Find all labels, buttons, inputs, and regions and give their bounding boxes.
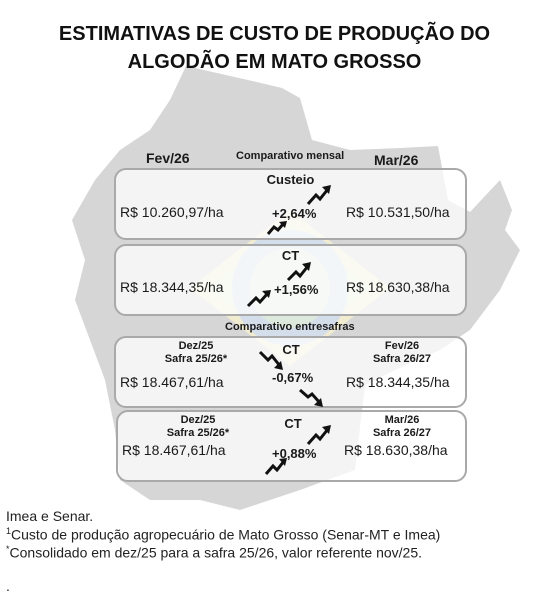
card1-left-harvest: Safra 25/26* — [164, 353, 228, 365]
card2-left-harvest: Safra 25/26* — [166, 427, 230, 439]
trend-up-icon — [306, 425, 331, 445]
card2-left-value: R$ 18.467,61/ha — [122, 442, 226, 458]
footer-note-1: 1Custo de produção agropecuário de Mato … — [6, 526, 441, 543]
trend-up-icon — [266, 221, 287, 235]
title-line-2: ALGODÃO EM MATO GROSSO — [127, 51, 422, 73]
card2-title: CT — [284, 416, 302, 431]
ct-monthly-title: CT — [281, 248, 300, 263]
card2-right-harvest: Safra 26/27 — [372, 427, 432, 439]
custeio-change: +2,64% — [272, 206, 317, 221]
monthly-left-period: Fev/26 — [146, 150, 190, 166]
card-interharvest-1: Dez/25 Safra 25/26* CT Fev/26 Safra 26/2… — [114, 336, 467, 408]
card1-right-value: R$ 18.344,35/ha — [346, 374, 450, 390]
ct-monthly-left-value: R$ 18.344,35/ha — [120, 279, 224, 295]
footer-dot: . — [6, 578, 10, 594]
custeio-title: Custeio — [266, 172, 315, 187]
trend-up-icon — [306, 185, 331, 205]
card1-left-period: Dez/25 — [178, 340, 214, 352]
page-title: ESTIMATIVAS DE CUSTO DE PRODUÇÃO DO ALGO… — [0, 20, 549, 76]
custeio-left-value: R$ 10.260,97/ha — [120, 204, 224, 220]
card1-right-period: Fev/26 — [384, 340, 420, 352]
card1-title: CT — [282, 342, 300, 357]
trend-down-icon — [299, 388, 323, 407]
title-line-1: ESTIMATIVAS DE CUSTO DE PRODUÇÃO DO — [58, 23, 491, 45]
monthly-right-period: Mar/26 — [374, 152, 419, 168]
trend-up-icon — [264, 458, 287, 475]
trend-up-icon — [246, 290, 271, 308]
trend-up-icon — [286, 262, 311, 282]
interharvest-section-label: Comparativo entresafras — [225, 321, 355, 333]
card-ct-monthly: CT R$ 18.344,35/ha +1,56% R$ 18.630,38/h… — [114, 244, 467, 316]
ct-monthly-change: +1,56% — [274, 282, 319, 297]
card2-change: +0,88% — [272, 446, 317, 461]
ct-monthly-right-value: R$ 18.630,38/ha — [346, 279, 450, 295]
custeio-right-value: R$ 10.531,50/ha — [346, 204, 450, 220]
footer-source: Imea e Senar. — [6, 508, 94, 524]
card2-left-period: Dez/25 — [180, 414, 216, 426]
card1-change: -0,67% — [272, 370, 314, 385]
card1-right-harvest: Safra 26/27 — [372, 353, 432, 365]
footer-note-2: *Consolidado em dez/25 para a safra 25/2… — [6, 544, 422, 561]
card-custeio: Custeio R$ 10.260,97/ha +2,64% R$ 10.531… — [114, 168, 467, 240]
card-interharvest-2: Dez/25 Safra 25/26* CT Mar/26 Safra 26/2… — [116, 410, 467, 482]
card1-left-value: R$ 18.467,61/ha — [120, 374, 224, 390]
trend-down-icon — [258, 350, 283, 370]
card2-right-value: R$ 18.630,38/ha — [344, 442, 448, 458]
monthly-section-label: Comparativo mensal — [236, 150, 345, 162]
card2-right-period: Mar/26 — [384, 414, 420, 426]
